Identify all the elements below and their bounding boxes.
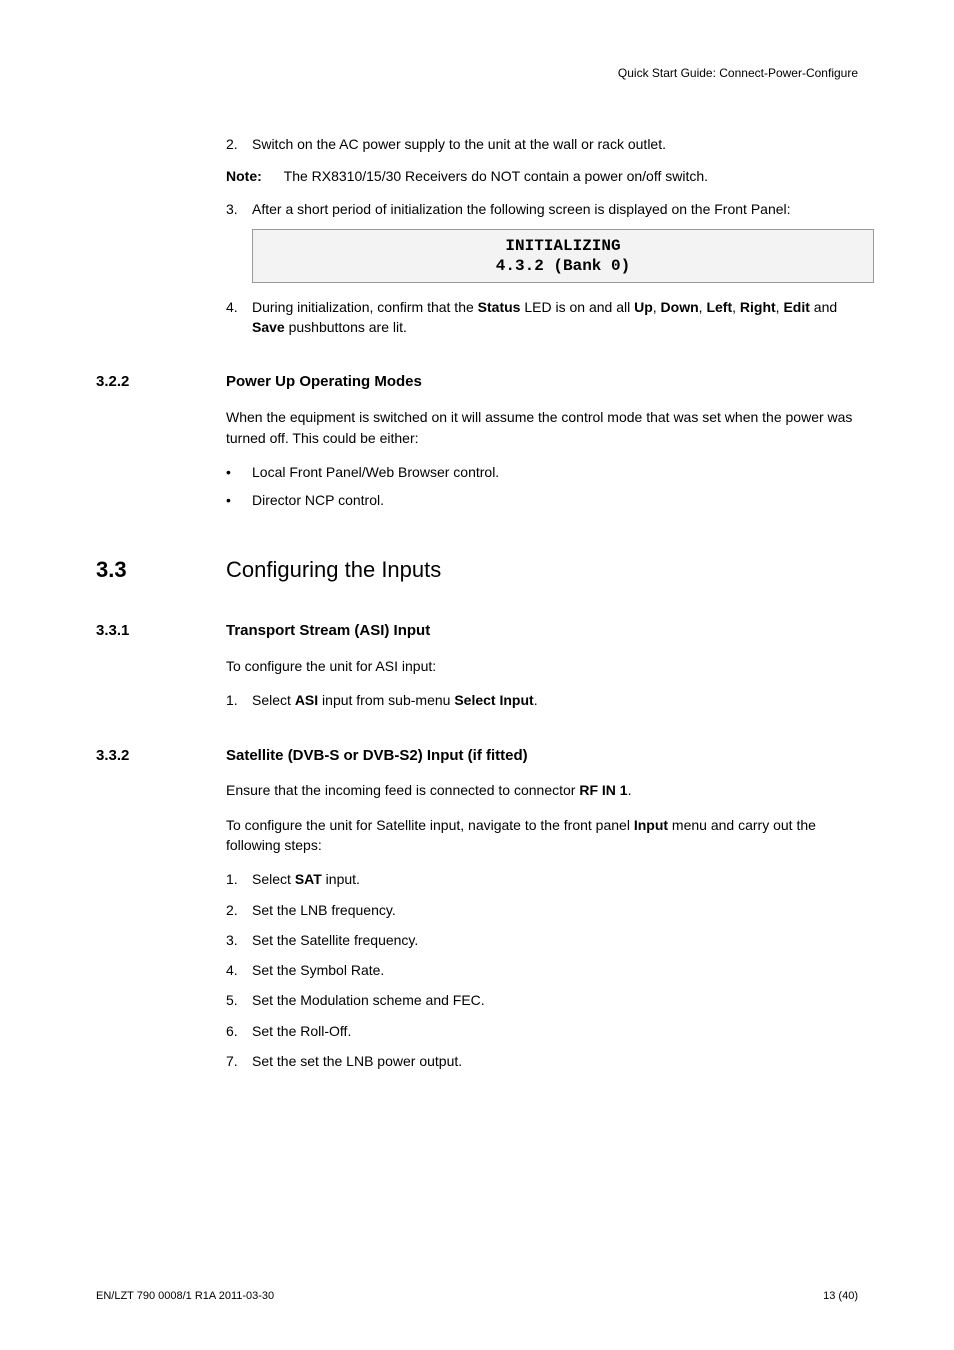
item-number: 7.: [226, 1051, 252, 1071]
list-item: 4. Set the Symbol Rate.: [226, 960, 858, 980]
item-number: 1.: [226, 690, 252, 710]
item-text: Set the LNB frequency.: [252, 900, 858, 920]
section-number: 3.2.2: [96, 371, 226, 393]
note-label: Note:: [226, 166, 280, 186]
item-text: Set the Satellite frequency.: [252, 930, 858, 950]
item-number: 3.: [226, 199, 252, 219]
item-number: 2.: [226, 900, 252, 920]
item-text: Select SAT input.: [252, 869, 858, 889]
item-text: During initialization, confirm that the …: [252, 297, 858, 338]
section-heading: 3.2.2 Power Up Operating Modes: [96, 371, 858, 393]
item-text: Set the Symbol Rate.: [252, 960, 858, 980]
section-heading: 3.3 Configuring the Inputs: [96, 554, 858, 586]
item-number: 3.: [226, 930, 252, 950]
footer-right: 13 (40): [823, 1290, 858, 1302]
note-text: The RX8310/15/30 Receivers do NOT contai…: [284, 168, 708, 184]
list-item: • Director NCP control.: [226, 490, 858, 510]
item-text: Set the Roll-Off.: [252, 1021, 858, 1041]
list-item: 7. Set the set the LNB power output.: [226, 1051, 858, 1071]
list-item: 3. Set the Satellite frequency.: [226, 930, 858, 950]
lcd-line: INITIALIZING: [253, 236, 873, 256]
item-number: 6.: [226, 1021, 252, 1041]
item-number: 2.: [226, 134, 252, 154]
paragraph: When the equipment is switched on it wil…: [226, 407, 858, 448]
list-item: 3. After a short period of initializatio…: [226, 199, 858, 219]
section-heading: 3.3.1 Transport Stream (ASI) Input: [96, 620, 858, 642]
list-item: 5. Set the Modulation scheme and FEC.: [226, 990, 858, 1010]
section-number: 3.3.2: [96, 745, 226, 767]
footer-left: EN/LZT 790 0008/1 R1A 2011-03-30: [96, 1290, 274, 1302]
item-text: Set the set the LNB power output.: [252, 1051, 858, 1071]
page-footer: EN/LZT 790 0008/1 R1A 2011-03-30 13 (40): [96, 1290, 858, 1302]
list-item: 1. Select ASI input from sub-menu Select…: [226, 690, 858, 710]
section-title: Configuring the Inputs: [226, 554, 858, 586]
bullet-icon: •: [226, 490, 252, 510]
item-number: 5.: [226, 990, 252, 1010]
section-number: 3.3.1: [96, 620, 226, 642]
item-number: 1.: [226, 869, 252, 889]
item-text: After a short period of initialization t…: [252, 199, 858, 219]
paragraph: To configure the unit for Satellite inpu…: [226, 815, 858, 856]
section-title: Power Up Operating Modes: [226, 371, 858, 393]
section-title: Satellite (DVB-S or DVB-S2) Input (if fi…: [226, 745, 858, 767]
list-item: 2. Set the LNB frequency.: [226, 900, 858, 920]
section-number: 3.3: [96, 554, 226, 586]
item-text: Local Front Panel/Web Browser control.: [252, 462, 858, 482]
item-text: Switch on the AC power supply to the uni…: [252, 134, 858, 154]
list-item: • Local Front Panel/Web Browser control.: [226, 462, 858, 482]
lcd-screen: INITIALIZING 4.3.2 (Bank 0): [252, 229, 874, 283]
running-title: Quick Start Guide: Connect-Power-Configu…: [96, 66, 858, 80]
lcd-line: 4.3.2 (Bank 0): [253, 256, 873, 276]
item-number: 4.: [226, 297, 252, 338]
item-number: 4.: [226, 960, 252, 980]
section-title: Transport Stream (ASI) Input: [226, 620, 858, 642]
list-item: 1. Select SAT input.: [226, 869, 858, 889]
paragraph: To configure the unit for ASI input:: [226, 656, 858, 676]
paragraph: Ensure that the incoming feed is connect…: [226, 780, 858, 800]
section-heading: 3.3.2 Satellite (DVB-S or DVB-S2) Input …: [96, 745, 858, 767]
list-item: 2. Switch on the AC power supply to the …: [226, 134, 858, 154]
item-text: Director NCP control.: [252, 490, 858, 510]
list-item: 6. Set the Roll-Off.: [226, 1021, 858, 1041]
list-item: 4. During initialization, confirm that t…: [226, 297, 858, 338]
bullet-icon: •: [226, 462, 252, 482]
note: Note: The RX8310/15/30 Receivers do NOT …: [226, 166, 858, 186]
item-text: Select ASI input from sub-menu Select In…: [252, 690, 858, 710]
item-text: Set the Modulation scheme and FEC.: [252, 990, 858, 1010]
